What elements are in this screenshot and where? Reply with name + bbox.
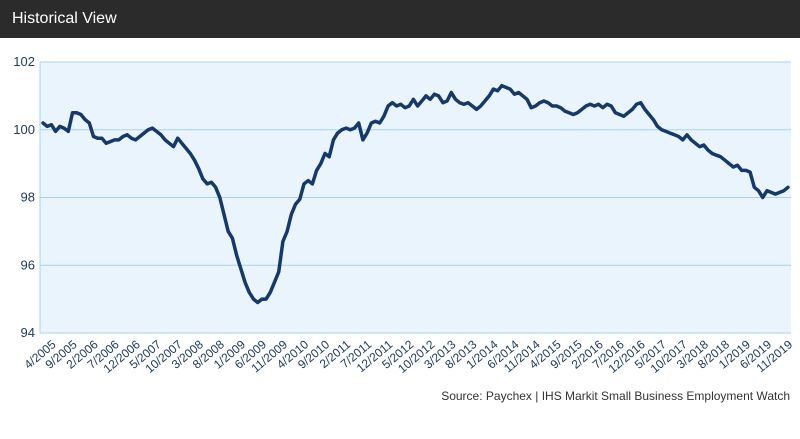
gridlines — [39, 61, 791, 334]
y-tick-label: 96 — [21, 257, 35, 272]
y-tick-label: 94 — [21, 325, 35, 340]
x-axis-ticks: 4/20059/20052/20067/200612/20065/200710/… — [21, 337, 795, 376]
y-tick-label: 102 — [13, 54, 35, 69]
chart-area: 94 96 98 100 102 4/2005 9/2005 2/2006 7/2006 12/… — [0, 38, 800, 409]
y-tick-label: 100 — [13, 122, 35, 137]
title-bar: Historical View — [0, 0, 800, 38]
line-chart: 94 96 98 100 102 4/20059/20052/20067/200612/… — [13, 54, 795, 376]
y-tick-label: 98 — [21, 190, 35, 205]
source-note: Source: Paychex | IHS Markit Small Busin… — [441, 389, 790, 403]
y-axis-ticks: 94 96 98 100 102 — [13, 54, 35, 340]
chart-title: Historical View — [12, 10, 117, 27]
series-line — [41, 83, 790, 305]
